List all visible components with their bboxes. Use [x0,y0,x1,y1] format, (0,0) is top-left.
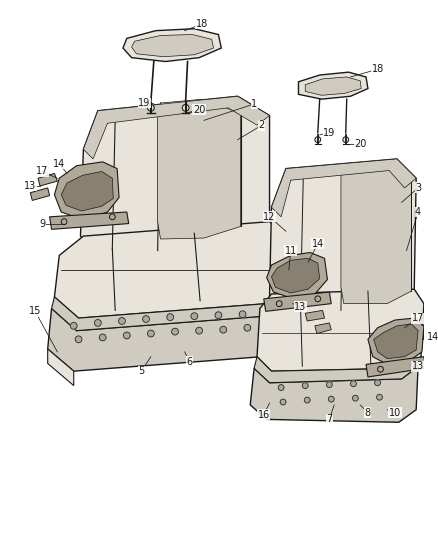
Polygon shape [131,35,214,56]
Circle shape [148,104,154,111]
Circle shape [71,322,77,329]
Polygon shape [368,318,424,365]
Polygon shape [269,159,416,316]
Circle shape [377,394,382,400]
Circle shape [75,336,82,343]
Polygon shape [61,172,113,211]
Polygon shape [30,188,49,200]
Text: 5: 5 [138,366,145,376]
Polygon shape [54,222,289,318]
Polygon shape [48,299,283,371]
Text: 14: 14 [312,239,324,249]
Polygon shape [54,162,119,220]
Text: 3: 3 [415,183,421,193]
Circle shape [239,311,246,318]
Text: 4: 4 [415,207,421,217]
Polygon shape [123,29,221,61]
Polygon shape [52,289,286,330]
Circle shape [328,396,334,402]
Polygon shape [341,162,411,304]
Polygon shape [38,173,57,186]
Polygon shape [305,310,325,321]
Text: 16: 16 [258,409,270,419]
Text: 20: 20 [354,140,367,149]
Polygon shape [272,159,416,217]
Text: 12: 12 [263,212,276,222]
Circle shape [167,314,173,320]
Text: 8: 8 [365,408,371,418]
Polygon shape [83,96,269,159]
Circle shape [244,325,251,331]
Text: 17: 17 [412,313,424,323]
Circle shape [302,383,308,389]
Polygon shape [315,323,331,334]
Circle shape [172,328,178,335]
Text: 1: 1 [251,99,257,109]
Text: 18: 18 [371,64,384,74]
Text: 9: 9 [40,219,46,229]
Text: 13: 13 [24,181,36,191]
Circle shape [350,381,357,386]
Circle shape [353,395,358,401]
Text: 13: 13 [294,302,307,311]
Text: 19: 19 [138,98,150,108]
Circle shape [99,334,106,341]
Text: 6: 6 [187,357,193,367]
Text: 19: 19 [323,128,336,138]
Circle shape [148,330,154,337]
Polygon shape [158,99,240,239]
Circle shape [196,327,202,334]
Text: 17: 17 [36,166,48,176]
Circle shape [280,399,286,405]
Circle shape [143,316,149,322]
Polygon shape [421,316,423,326]
Text: 15: 15 [29,306,41,317]
Polygon shape [264,292,331,311]
Polygon shape [267,253,328,299]
Circle shape [304,397,310,403]
Circle shape [124,332,130,339]
Polygon shape [374,324,418,359]
Text: 10: 10 [389,408,401,418]
Text: 14: 14 [427,333,438,342]
Circle shape [182,104,189,111]
Circle shape [326,382,332,387]
Text: 2: 2 [259,120,265,130]
Circle shape [215,312,222,319]
Polygon shape [254,357,421,383]
Circle shape [95,320,101,326]
Polygon shape [257,289,424,371]
Polygon shape [298,72,368,99]
Circle shape [278,385,284,391]
Text: 20: 20 [193,105,205,115]
Text: 14: 14 [53,159,65,169]
Text: 11: 11 [285,246,297,256]
Circle shape [119,318,125,325]
Polygon shape [81,96,269,259]
Circle shape [315,137,321,142]
Polygon shape [49,212,129,229]
Text: 13: 13 [412,361,424,372]
Circle shape [191,313,198,320]
Circle shape [343,137,349,142]
Circle shape [220,326,226,333]
Polygon shape [250,366,418,422]
Polygon shape [305,77,361,95]
Text: 7: 7 [326,414,332,424]
Polygon shape [366,357,426,377]
Circle shape [374,380,381,386]
Text: 18: 18 [196,19,208,29]
Polygon shape [272,259,320,293]
Polygon shape [48,349,74,386]
